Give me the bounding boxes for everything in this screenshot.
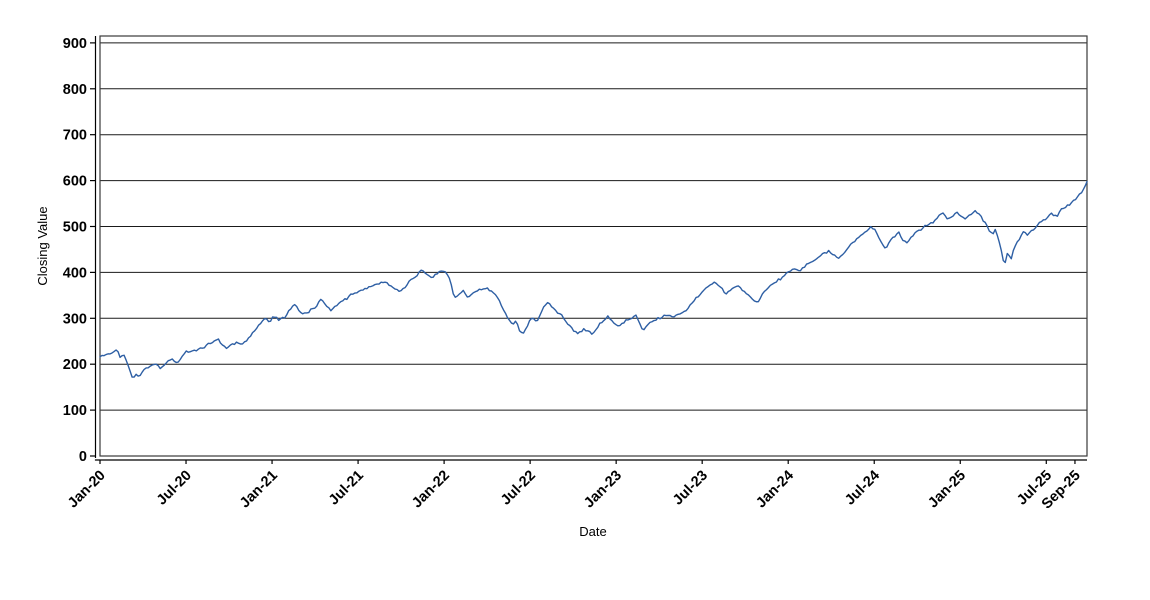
y-tick-label-500: 500 xyxy=(63,219,87,235)
gridlines xyxy=(100,42,1087,457)
y-tick-label-0: 0 xyxy=(79,449,87,465)
x-tick-label-Jul-22: Jul-22 xyxy=(498,468,539,509)
x-tick-label-Jul-24: Jul-24 xyxy=(842,468,883,509)
y-tick-label-400: 400 xyxy=(63,265,87,281)
price-line xyxy=(99,180,1088,378)
y-tick-label-600: 600 xyxy=(63,174,87,190)
y-tick-label-800: 800 xyxy=(63,82,87,98)
x-tick-label-Jul-21: Jul-21 xyxy=(326,468,367,509)
plot-border xyxy=(99,35,1088,457)
x-tick-label-Jul-23: Jul-23 xyxy=(670,468,711,509)
x-tick-label-Jan-21: Jan-21 xyxy=(237,468,281,512)
y-tick-label-900: 900 xyxy=(63,36,87,52)
axis-ticks-and-labels: 0 100 200 300 400 500 600 700 800 900 Jan-20 Jul-20… xyxy=(63,36,1084,513)
x-tick-label-Jan-24: Jan-24 xyxy=(753,468,797,512)
x-tick-label-Jan-20: Jan-20 xyxy=(65,468,109,512)
x-tick-label-Jan-23: Jan-23 xyxy=(581,468,625,512)
x-tick-label-Jan-22: Jan-22 xyxy=(409,468,453,512)
x-tick-label-Jan-25: Jan-25 xyxy=(925,468,969,512)
x-axis-title: Date xyxy=(579,524,606,539)
y-tick-label-700: 700 xyxy=(63,128,87,144)
y-tick-label-100: 100 xyxy=(63,403,87,419)
y-axis-title: Closing Value xyxy=(35,206,50,285)
y-tick-label-300: 300 xyxy=(63,311,87,327)
x-tick-label-Jul-20: Jul-20 xyxy=(154,468,195,509)
y-tick-label-200: 200 xyxy=(63,357,87,373)
